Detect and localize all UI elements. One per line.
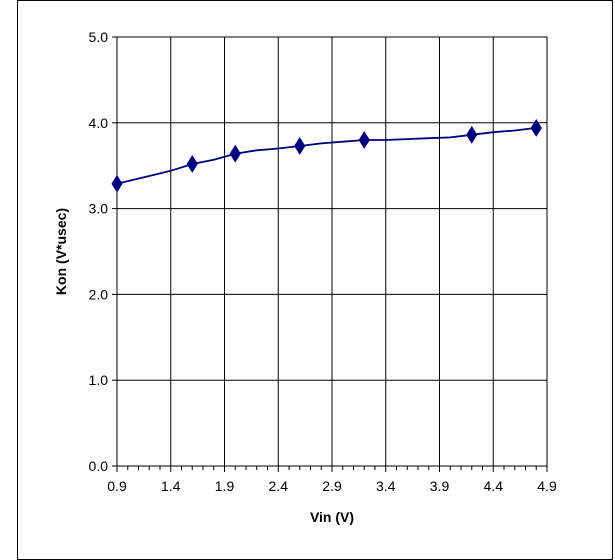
x-tick-label: 4.4: [484, 478, 504, 494]
y-tick-labels: 0.0 1.0 2.0 3.0 4.0 5.0: [89, 29, 109, 474]
data-point-marker: [111, 174, 123, 193]
x-tick-label: 2.9: [322, 478, 342, 494]
y-tick-label: 4.0: [89, 115, 109, 131]
x-tick-labels: 0.9 1.4 1.9 2.4 2.9 3.4 3.9 4.4 4.9: [107, 478, 557, 494]
data-point-marker: [229, 144, 241, 163]
x-tick-label: 3.9: [430, 478, 450, 494]
data-point-marker: [530, 119, 542, 137]
x-tick-label: 0.9: [107, 478, 127, 494]
data-point-marker: [294, 137, 306, 155]
x-axis-title: Vin (V): [310, 509, 354, 525]
y-tick-label: 2.0: [89, 286, 109, 302]
y-tick-label: 3.0: [89, 201, 109, 217]
y-tick-label: 1.0: [89, 372, 109, 388]
y-axis-title: Kon (V*usec): [53, 208, 69, 295]
x-tick-label: 1.9: [215, 478, 235, 494]
x-tick-label: 3.4: [376, 478, 396, 494]
x-tick-label: 1.4: [161, 478, 181, 494]
y-tick-label: 0.0: [89, 458, 109, 474]
x-tick-label: 4.9: [537, 478, 557, 494]
grid-lines: [116, 36, 548, 467]
y-tick-label: 5.0: [89, 29, 109, 45]
x-tick-label: 2.4: [269, 478, 289, 494]
x-minor-ticks: [112, 36, 548, 472]
data-point-marker: [466, 125, 478, 144]
series-markers: [111, 119, 542, 193]
chart-frame: [17, 0, 613, 560]
data-point-marker: [358, 131, 370, 149]
kon-vs-vin-chart: 0.9 1.4 1.9 2.4 2.9 3.4 3.9 4.4 4.9 0.0 1.0 2.0 3.0…: [53, 29, 557, 525]
data-point-marker: [186, 155, 198, 173]
